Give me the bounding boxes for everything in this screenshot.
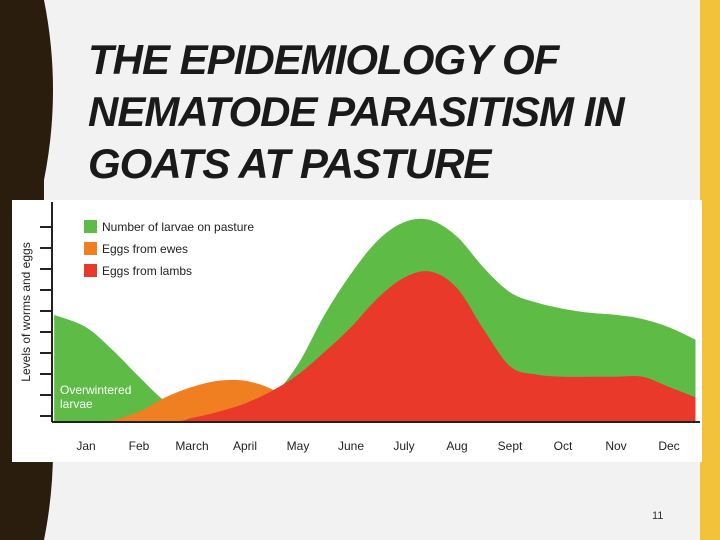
x-tick-label-dec: Dec bbox=[658, 439, 679, 453]
annotation-overwintered-line-2: larvae bbox=[60, 397, 93, 411]
x-tick-label-oct: Oct bbox=[554, 439, 573, 453]
x-tick-label-jan: Jan bbox=[76, 439, 95, 453]
legend-swatch-2 bbox=[84, 242, 97, 255]
legend-label-3: Eggs from lambs bbox=[102, 264, 192, 278]
x-tick-label-june: June bbox=[338, 439, 364, 453]
series-area-3 bbox=[54, 271, 696, 423]
legend-label-1: Number of larvae on pasture bbox=[102, 220, 254, 234]
slide-title: THE EPIDEMIOLOGY OF NEMATODE PARASITISM … bbox=[88, 36, 625, 187]
x-tick-label-feb: Feb bbox=[129, 439, 150, 453]
x-tick-label-aug: Aug bbox=[446, 439, 467, 453]
page-number: 11 bbox=[652, 510, 664, 522]
x-tick-label-march: March bbox=[175, 439, 208, 453]
x-tick-label-july: July bbox=[393, 439, 414, 453]
annotation-overwintered-line-1: Overwintered bbox=[60, 383, 131, 397]
legend-swatch-3 bbox=[84, 264, 97, 277]
chart-panel: Jan Feb March April May June July Aug Sept Oct Nov… bbox=[12, 200, 702, 462]
y-axis-label: Levels of worms and eggs bbox=[19, 242, 33, 381]
x-tick-label-april: April bbox=[233, 439, 257, 453]
area-chart: Jan Feb March April May June July Aug Sept Oct Nov… bbox=[19, 202, 700, 453]
legend-swatch-1 bbox=[84, 220, 97, 233]
legend-label-2: Eggs from ewes bbox=[102, 242, 188, 256]
x-tick-label-nov: Nov bbox=[605, 439, 626, 453]
x-tick-label-may: May bbox=[287, 439, 310, 453]
right-decorative-band bbox=[700, 0, 720, 540]
x-tick-label-sept: Sept bbox=[498, 439, 523, 453]
